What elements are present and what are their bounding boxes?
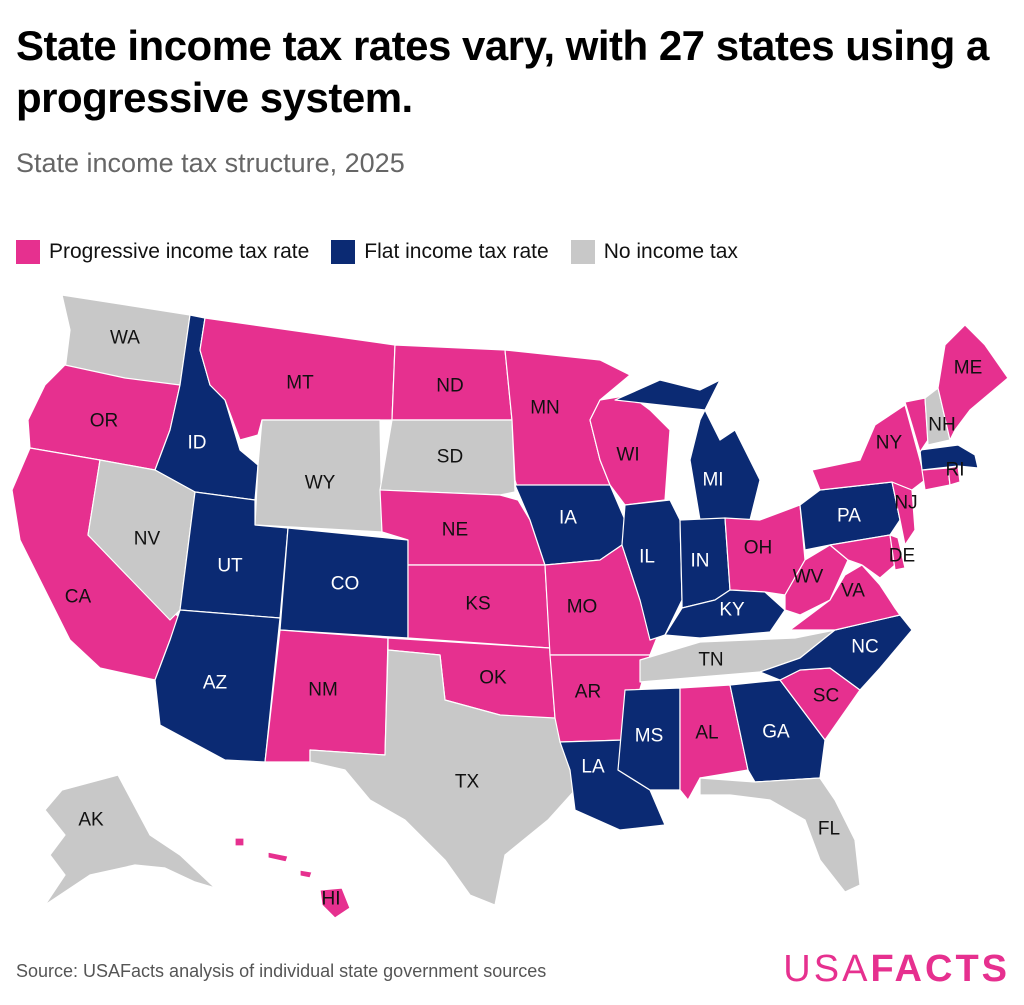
label-MT: MT	[286, 373, 314, 394]
state-shapes	[11, 294, 1009, 919]
label-SC: SC	[813, 686, 839, 707]
legend-item-none: No income tax	[570, 240, 738, 264]
label-MN: MN	[530, 398, 560, 419]
legend-label-progressive: Progressive income tax rate	[49, 240, 310, 263]
label-NY: NY	[876, 433, 903, 454]
label-VA: VA	[841, 581, 865, 602]
legend: Progressive income tax rate Flat income …	[16, 240, 760, 264]
label-IN: IN	[691, 551, 710, 572]
label-NH: NH	[928, 415, 955, 436]
state-FL[interactable]	[699, 777, 861, 893]
label-NV: NV	[134, 529, 161, 550]
state-WI[interactable]	[589, 394, 671, 506]
us-map: WA OR CA ID NV MT WY UT AZ CO NM ND SD N…	[11, 294, 1009, 919]
legend-swatch-flat	[331, 240, 356, 264]
label-AR: AR	[575, 682, 601, 703]
state-MA[interactable]	[919, 444, 979, 471]
label-LA: LA	[581, 757, 605, 778]
state-VA[interactable]	[789, 564, 901, 631]
state-WV[interactable]	[784, 544, 849, 616]
label-NE: NE	[442, 520, 468, 541]
label-OK: OK	[479, 668, 507, 689]
legend-swatch-progressive	[16, 240, 40, 264]
source-note: Source: USAFacts analysis of individual …	[16, 961, 547, 981]
state-AZ[interactable]	[154, 609, 281, 763]
legend-label-none: No income tax	[603, 240, 738, 263]
state-DE[interactable]	[889, 534, 906, 571]
state-HI[interactable]	[234, 837, 351, 919]
label-TN: TN	[698, 650, 723, 671]
label-OR: OR	[90, 411, 119, 432]
logo-facts: FACTS	[870, 948, 1010, 990]
label-RI: RI	[946, 460, 965, 481]
label-IL: IL	[639, 547, 655, 568]
label-MI: MI	[702, 470, 723, 491]
label-WY: WY	[305, 473, 336, 494]
label-ND: ND	[436, 376, 463, 397]
label-NJ: NJ	[894, 493, 917, 514]
legend-item-progressive: Progressive income tax rate	[16, 240, 309, 264]
label-NM: NM	[308, 680, 338, 701]
label-WI: WI	[616, 445, 639, 466]
label-PA: PA	[837, 506, 861, 527]
label-CA: CA	[65, 587, 92, 608]
chart-title: State income tax rates vary, with 27 sta…	[16, 22, 989, 121]
usafacts-logo[interactable]: USAFACTS	[783, 948, 1010, 991]
label-ID: ID	[188, 433, 207, 454]
label-MS: MS	[635, 726, 664, 747]
legend-item-flat: Flat income tax rate	[331, 240, 549, 264]
label-AZ: AZ	[203, 673, 228, 694]
state-labels: WA OR CA ID NV MT WY UT AZ CO NM ND SD N…	[65, 328, 982, 910]
label-AL: AL	[695, 723, 718, 744]
label-MO: MO	[567, 597, 598, 618]
state-KY[interactable]	[664, 589, 786, 639]
state-VT[interactable]	[904, 397, 929, 453]
label-TX: TX	[455, 772, 480, 793]
state-SD[interactable]	[379, 419, 516, 496]
state-MS[interactable]	[617, 687, 681, 791]
logo-usa: USA	[783, 948, 871, 990]
state-TX[interactable]	[309, 649, 576, 906]
label-HI: HI	[322, 889, 341, 910]
label-DE: DE	[889, 546, 915, 567]
label-KY: KY	[719, 600, 745, 621]
label-UT: UT	[217, 556, 243, 577]
chart-subtitle: State income tax structure, 2025	[16, 148, 405, 178]
label-KS: KS	[465, 594, 490, 615]
legend-swatch-none	[570, 240, 595, 264]
label-WV: WV	[793, 567, 824, 588]
label-OH: OH	[744, 538, 773, 559]
legend-label-flat: Flat income tax rate	[364, 240, 549, 263]
label-SD: SD	[437, 447, 463, 468]
state-AK[interactable]	[44, 774, 216, 906]
label-AK: AK	[78, 810, 104, 831]
label-IA: IA	[559, 508, 577, 529]
state-NC[interactable]	[759, 614, 913, 691]
state-WY[interactable]	[254, 419, 383, 533]
label-WA: WA	[110, 328, 140, 349]
label-FL: FL	[818, 819, 840, 840]
label-ME: ME	[954, 358, 983, 379]
label-CO: CO	[331, 574, 360, 595]
state-NY[interactable]	[811, 404, 926, 491]
state-ME[interactable]	[937, 324, 1009, 441]
label-NC: NC	[851, 637, 878, 658]
label-GA: GA	[762, 722, 790, 743]
